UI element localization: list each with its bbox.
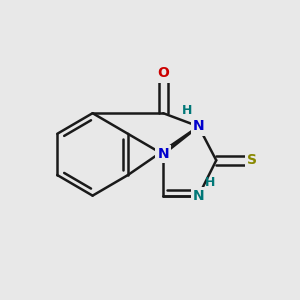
Text: S: S (247, 153, 256, 167)
Text: N: N (193, 119, 204, 134)
Text: H: H (182, 104, 193, 117)
Text: N: N (158, 147, 169, 161)
Text: H: H (205, 176, 215, 189)
Text: N: N (193, 189, 204, 202)
Text: O: O (157, 66, 169, 80)
